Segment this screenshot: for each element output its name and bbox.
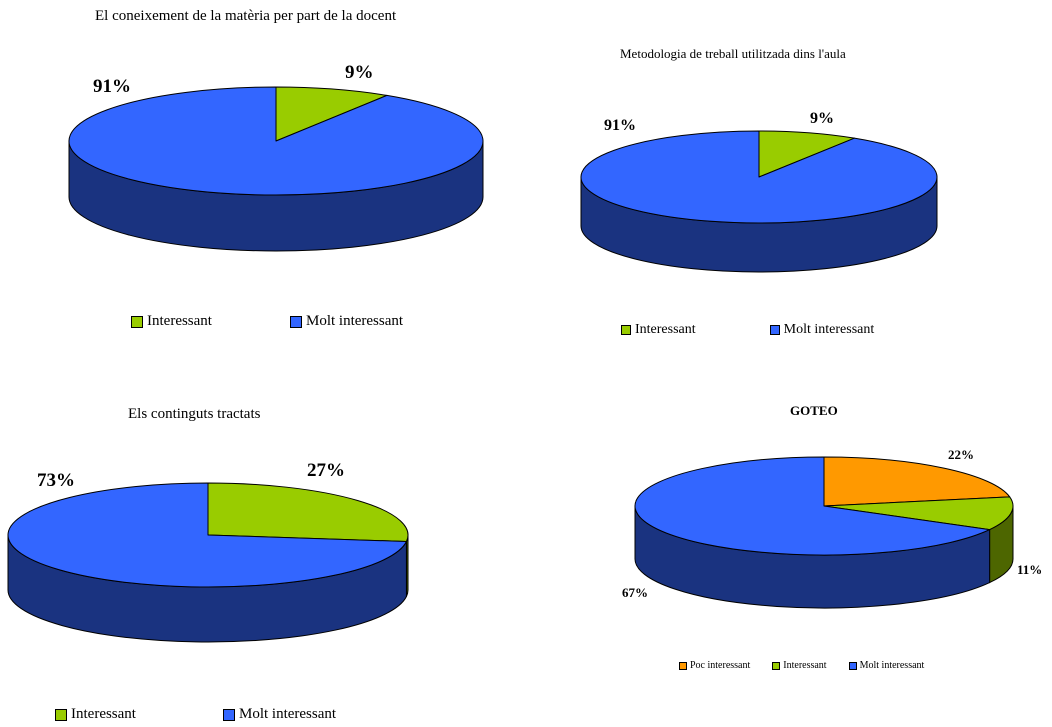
legend-label: Interessant: [783, 660, 827, 671]
legend-item-poc-interessant: Poc interessant: [679, 660, 750, 671]
chart-title: Els continguts tractats: [128, 406, 261, 422]
pie-slice-poc-interessant: [823, 456, 1011, 507]
pie-slice-interessant: [275, 86, 388, 142]
legend-label: Interessant: [71, 706, 136, 722]
legend-swatch-icon: [621, 325, 631, 335]
data-label-interessant: 9%: [345, 62, 374, 83]
legend-label: Molt interessant: [305, 313, 404, 329]
legend-item-interessant: Interessant: [621, 322, 696, 338]
chart-legend: Interessant Molt interessant: [621, 322, 874, 338]
legend-label: Poc interessant: [690, 660, 751, 671]
chart-title: GOTEO: [790, 403, 838, 418]
legend-item-interessant: Interessant: [772, 660, 827, 671]
legend-label: Interessant: [635, 322, 696, 337]
chart-title: El coneixement de la matèria per part de…: [95, 8, 397, 24]
pie-slice-molt-interessant: [68, 86, 484, 196]
data-label-interessant: 11%: [1017, 562, 1043, 577]
legend-label: Molt interessant: [238, 706, 337, 722]
chart-legend: Interessant Molt interessant: [131, 313, 403, 330]
legend-swatch-icon: [769, 325, 780, 335]
data-label-molt-interessant: 91%: [604, 117, 636, 134]
legend-item-interessant: Interessant: [55, 706, 136, 723]
pie-slice-molt-interessant: [634, 456, 991, 556]
legend-swatch-icon: [55, 708, 67, 721]
legend-item-interessant: Interessant: [131, 313, 212, 330]
data-label-interessant: 9%: [810, 110, 834, 127]
legend-swatch-icon: [772, 661, 781, 670]
legend-swatch-icon: [222, 708, 235, 721]
pie-slice-interessant: [207, 482, 409, 543]
legend-item-molt-interessant: Molt interessant: [848, 660, 925, 671]
pie-slice-molt-interessant: [7, 482, 407, 588]
legend-swatch-icon: [679, 661, 687, 670]
legend-label: Molt interessant: [859, 660, 925, 671]
legend-label: Interessant: [147, 313, 212, 329]
chart-legend: Interessant Molt interessant: [55, 706, 336, 723]
legend-item-molt-interessant: Molt interessant: [222, 706, 337, 723]
data-label-poc-interessant: 22%: [948, 447, 974, 462]
legend-item-molt-interessant: Molt interessant: [769, 322, 875, 338]
pie-slice-interessant: [758, 130, 855, 178]
legend-item-molt-interessant: Molt interessant: [289, 313, 404, 330]
legend-label: Molt interessant: [783, 322, 875, 337]
chart-legend: Poc interessant Interessant Molt interes…: [679, 660, 924, 671]
data-label-interessant: 27%: [307, 460, 345, 481]
data-label-molt-interessant: 91%: [93, 76, 131, 97]
legend-swatch-icon: [848, 661, 857, 670]
legend-swatch-icon: [289, 315, 302, 328]
pie-slice-interessant: [823, 496, 1014, 531]
data-label-molt-interessant: 67%: [622, 585, 648, 600]
legend-swatch-icon: [131, 315, 143, 328]
pie-slice-molt-interessant: [580, 130, 938, 224]
data-label-molt-interessant: 73%: [37, 470, 75, 491]
chart-title: Metodologia de treball utilitzada dins l…: [620, 46, 846, 61]
